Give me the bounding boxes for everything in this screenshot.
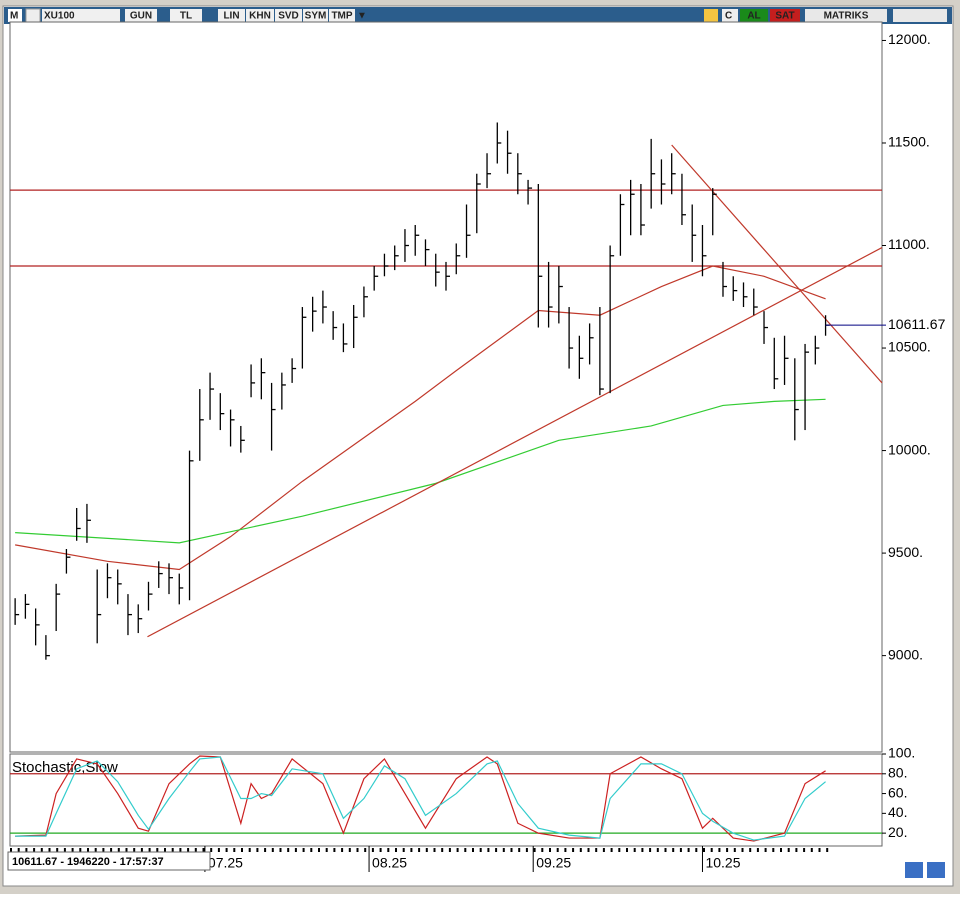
toolbar-button[interactable] — [329, 9, 355, 22]
trend-line — [147, 247, 883, 638]
checkbox[interactable] — [25, 8, 41, 23]
status: 10611.67 - 1946220 - 17:57:37 — [12, 856, 164, 868]
toolbar-label: TL — [180, 11, 192, 22]
stoch-plot — [9, 753, 883, 847]
x-tick-label: 08.25 — [372, 855, 407, 871]
x-tick-label: 10.25 — [705, 855, 740, 871]
y-tick-label: 20. — [888, 824, 907, 840]
dropdown[interactable]: ▼ — [357, 11, 367, 22]
y-tick-label: 12000. — [888, 31, 931, 47]
brand-box — [805, 9, 887, 22]
buy-box[interactable] — [740, 9, 768, 22]
sell-button[interactable]: SAT — [775, 11, 794, 22]
main-plot — [9, 21, 883, 753]
brand: MATRIKS — [824, 11, 869, 22]
indicator-line — [15, 756, 826, 841]
toolbar-label: SVD — [278, 11, 299, 22]
toolbar-button[interactable] — [275, 9, 302, 22]
c-button[interactable]: C — [725, 11, 732, 22]
x-tick-label: 09.25 — [536, 855, 571, 871]
toolbar-label: LIN — [223, 11, 239, 22]
y-tick-label: 40. — [888, 804, 907, 820]
last-price-label: 10611.67 — [888, 316, 946, 332]
symbol-box[interactable] — [42, 9, 120, 22]
toolbar-button[interactable] — [125, 9, 157, 22]
icon-box — [8, 9, 22, 22]
status-box — [7, 851, 211, 871]
y-tick-label: 10000. — [888, 441, 931, 457]
toolbar-label: GUN — [130, 11, 152, 22]
toolbar-label: TMP — [331, 11, 352, 22]
moving-average — [15, 398, 826, 544]
sell-box[interactable] — [770, 9, 800, 22]
toolbar-button[interactable] — [246, 9, 274, 22]
y-tick-label: 100. — [888, 745, 915, 761]
y-tick-label: 60. — [888, 784, 907, 800]
toolbar-label: SYM — [305, 11, 327, 22]
y-tick-label: 10500. — [888, 339, 931, 355]
toolbar-button[interactable] — [170, 9, 202, 22]
buy-button[interactable]: AL — [747, 11, 760, 22]
window-buttons[interactable] — [893, 9, 947, 22]
app-icon: M — [10, 11, 18, 22]
tool-icon[interactable] — [704, 9, 718, 22]
y-tick-label: 80. — [888, 764, 907, 780]
y-tick-label: 9000. — [888, 646, 923, 662]
toolbar-button[interactable] — [303, 9, 328, 22]
y-tick-label: 11500. — [888, 134, 930, 150]
c-box[interactable] — [722, 9, 738, 22]
toolbar-label: KHN — [249, 11, 271, 22]
indicator-line — [15, 755, 826, 842]
y-tick-label: 11000. — [888, 236, 930, 252]
moving-average — [15, 265, 826, 571]
trend-line — [671, 144, 883, 384]
y-tick-label: 9500. — [888, 544, 923, 560]
nav-icon[interactable] — [927, 862, 945, 878]
x-tick-label: 07.25 — [208, 855, 243, 871]
symbol: XU100 — [44, 11, 75, 22]
toolbar-button[interactable] — [218, 9, 245, 22]
nav-icon[interactable] — [905, 862, 923, 878]
